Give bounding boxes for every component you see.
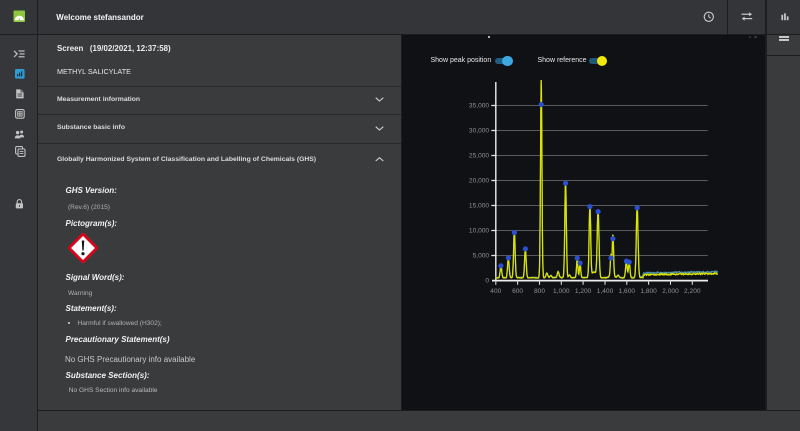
svg-text:1,600: 1,600 — [618, 288, 635, 295]
svg-text:5,000: 5,000 — [472, 252, 489, 259]
svg-text:25,000: 25,000 — [468, 152, 489, 159]
svg-text:35,000: 35,000 — [468, 102, 489, 109]
svg-text:10,000: 10,000 — [468, 227, 489, 234]
svg-text:2,200: 2,200 — [684, 288, 701, 295]
svg-text:20,000: 20,000 — [468, 177, 489, 184]
svg-text:400: 400 — [490, 288, 501, 295]
svg-text:1,800: 1,800 — [640, 288, 657, 295]
svg-text:15,000: 15,000 — [468, 202, 489, 209]
svg-text:0: 0 — [485, 277, 489, 284]
svg-text:1,400: 1,400 — [596, 288, 613, 295]
svg-text:800: 800 — [533, 288, 544, 295]
svg-text:1,200: 1,200 — [574, 288, 591, 295]
svg-text:600: 600 — [512, 288, 523, 295]
svg-text:2,000: 2,000 — [662, 288, 679, 295]
svg-text:30,000: 30,000 — [468, 127, 489, 134]
svg-text:1,000: 1,000 — [553, 288, 570, 295]
